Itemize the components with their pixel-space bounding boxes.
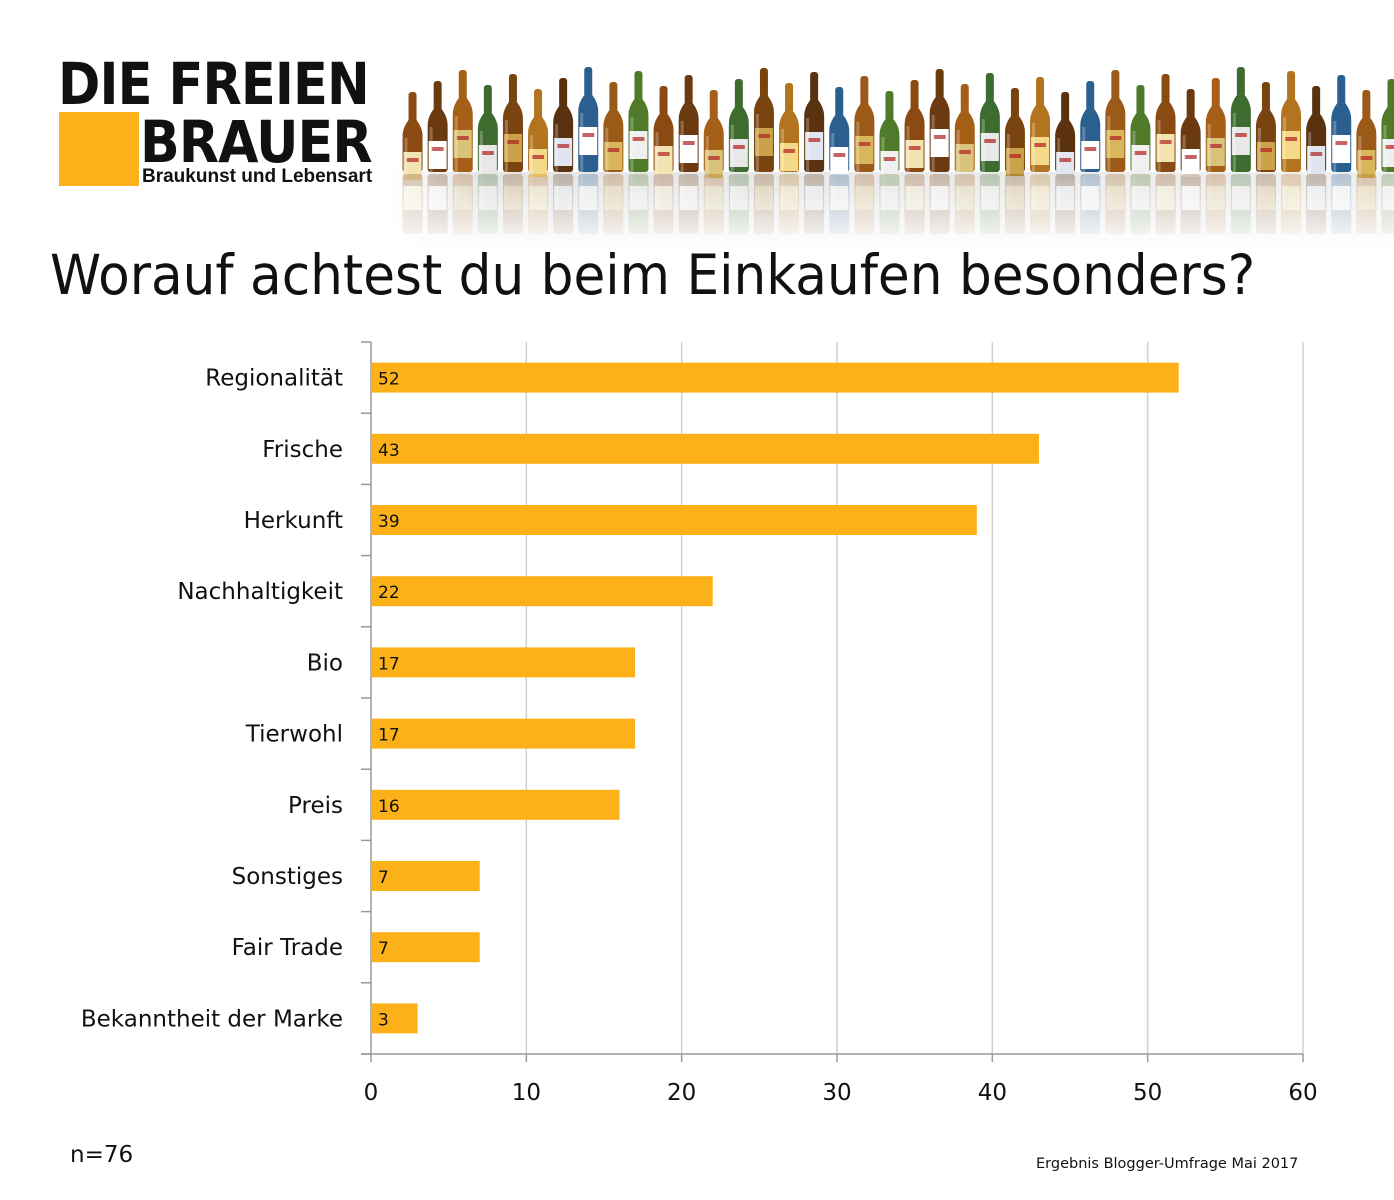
bottle-illustration — [1381, 79, 1394, 215]
bottle-illustration — [1306, 86, 1327, 222]
bottle-illustration — [1155, 74, 1176, 210]
bars — [371, 362, 1179, 1034]
bar-value-label: 3 — [378, 1010, 389, 1030]
bar — [371, 433, 1039, 464]
bar — [371, 505, 977, 535]
bar-value-label: 7 — [378, 939, 389, 959]
bottle-illustration — [1331, 75, 1352, 211]
bottle-illustration — [578, 67, 599, 203]
bottle-illustration — [452, 70, 473, 206]
bottle-illustration — [728, 79, 749, 215]
bar-value-label: 39 — [378, 512, 400, 532]
source-note: Ergebnis Blogger-Umfrage Mai 2017 — [1036, 1156, 1299, 1172]
category-label: Herkunft — [244, 508, 343, 534]
chart-title: Worauf achtest du beim Einkaufen besonde… — [50, 243, 1256, 307]
bottle-illustration — [753, 68, 774, 204]
x-tick-label: 20 — [667, 1080, 696, 1106]
bottle-illustration — [477, 85, 498, 221]
bar — [371, 362, 1179, 393]
bar-value-label: 17 — [378, 654, 400, 674]
bottle-illustration — [929, 69, 950, 205]
bar-value-label: 52 — [378, 370, 400, 390]
bottle-illustration — [1281, 71, 1302, 207]
bar — [371, 789, 620, 820]
bottle-illustration — [553, 78, 574, 214]
category-label: Sonstiges — [232, 864, 343, 890]
category-label: Frische — [262, 437, 343, 463]
bottle-illustration — [1255, 82, 1276, 218]
bottle-illustration — [854, 76, 875, 212]
bar-value-label: 22 — [378, 583, 400, 603]
bar — [371, 932, 480, 963]
category-label: Regionalität — [205, 366, 343, 392]
bar — [371, 576, 713, 607]
bottle-illustration — [653, 86, 674, 222]
bottle-illustration — [678, 75, 699, 211]
bottle-illustration — [502, 74, 523, 210]
category-label: Preis — [288, 793, 343, 819]
bottle-illustration — [779, 83, 800, 219]
logo-text-line2: BRAUER — [140, 108, 373, 176]
header: DIE FREIEN BRAUER Braukunst und Lebensar… — [0, 0, 1394, 250]
bottle-illustration — [1230, 67, 1251, 203]
bottle-illustration — [1205, 78, 1226, 214]
bar-value-label: 7 — [378, 868, 389, 888]
bar — [371, 861, 480, 891]
logo-tagline: Braukunst und Lebensart — [142, 166, 373, 187]
category-label: Tierwohl — [245, 722, 343, 748]
sample-size-note: n=76 — [70, 1142, 134, 1168]
logo-text-line1: DIE FREIEN — [58, 50, 370, 118]
bottle-illustration — [804, 72, 825, 208]
bar — [371, 718, 636, 749]
x-tick-label: 40 — [978, 1080, 1007, 1106]
bar-value-label: 17 — [378, 726, 400, 746]
bottle-illustration — [1080, 81, 1101, 217]
category-label: Nachhaltigkeit — [177, 579, 343, 605]
bottle-row — [402, 67, 1394, 228]
bottle-illustration — [603, 82, 624, 218]
bar — [371, 1003, 418, 1034]
labels: 0 10 20 30 40 50 60 52 Regionalität 43 Frische 39 He… — [81, 366, 1318, 1106]
bottle-illustration — [904, 80, 925, 216]
bottle-illustration — [1105, 70, 1126, 206]
bar — [371, 647, 636, 678]
bar-value-label: 16 — [378, 797, 400, 817]
x-tick-label: 0 — [364, 1080, 379, 1106]
category-label: Bio — [307, 650, 343, 676]
x-tick-label: 30 — [822, 1080, 851, 1106]
x-tick-label: 60 — [1288, 1080, 1317, 1106]
bar-value-label: 43 — [378, 441, 400, 461]
bottle-illustration — [979, 73, 1000, 209]
bottle-illustration — [1130, 85, 1151, 221]
bottle-illustration — [1030, 77, 1051, 213]
brand-logo: DIE FREIEN BRAUER Braukunst und Lebensar… — [58, 52, 393, 192]
category-label: Bekanntheit der Marke — [81, 1006, 343, 1032]
bottle-illustration — [628, 71, 649, 207]
bar-chart: 0 10 20 30 40 50 60 52 Regionalität 43 Frische 39 He… — [81, 341, 1318, 1106]
bottle-illustration — [954, 84, 975, 220]
bottle-illustration — [427, 81, 448, 217]
logo-square — [59, 112, 139, 186]
x-tick-label: 10 — [512, 1080, 541, 1106]
bottle-illustration — [1055, 92, 1076, 228]
category-label: Fair Trade — [232, 935, 343, 961]
beer-bottles-banner — [390, 67, 1394, 250]
x-tick-label: 50 — [1133, 1080, 1162, 1106]
